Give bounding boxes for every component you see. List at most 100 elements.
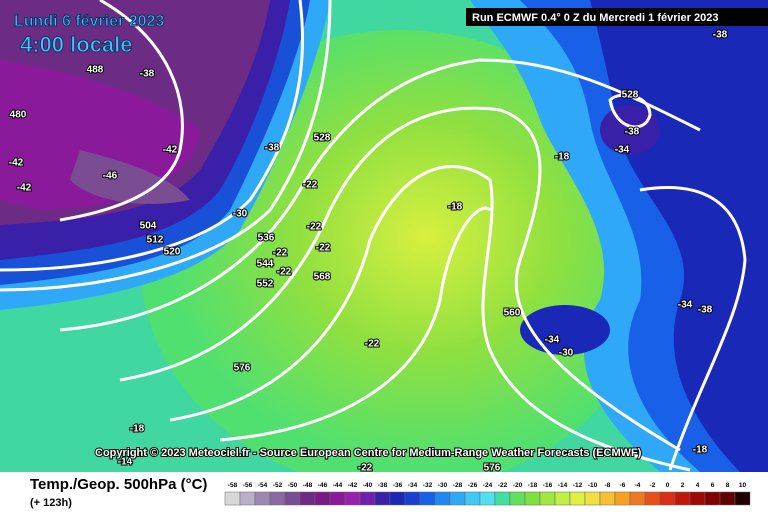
contour-label: -22 — [273, 248, 288, 259]
scale-swatch — [689, 491, 706, 506]
scale-label: -24 — [483, 482, 493, 489]
contour-label: -38 — [140, 69, 155, 80]
contour-label: -22 — [316, 243, 331, 254]
scale-swatch — [524, 491, 541, 506]
scale-swatch — [269, 491, 286, 506]
scale-label: 4 — [696, 482, 700, 489]
contour-label: -42 — [9, 158, 24, 169]
contour-label: -38 — [713, 30, 728, 41]
contour-label: -38 — [625, 127, 640, 138]
geopotential-contours — [0, 0, 747, 472]
contour-label: -18 — [555, 152, 570, 163]
scale-label: 8 — [726, 482, 730, 489]
scale-label: -38 — [378, 482, 388, 489]
scale-label: -52 — [273, 482, 283, 489]
scale-label: -44 — [333, 482, 343, 489]
contour-label: -34 — [545, 335, 560, 346]
scale-label: -22 — [498, 482, 508, 489]
scale-swatch — [299, 491, 316, 506]
scale-label: -6 — [620, 482, 626, 489]
scale-swatch — [569, 491, 586, 506]
contour-label: 488 — [87, 65, 104, 76]
contour-label: 480 — [10, 110, 27, 121]
scale-swatch — [314, 491, 331, 506]
scale-label: 0 — [666, 482, 670, 489]
contour-label: -38 — [698, 305, 713, 316]
legend-title: Temp./Geop. 500hPa (°C) — [30, 476, 207, 493]
scale-swatch — [539, 491, 556, 506]
scale-label: -50 — [288, 482, 298, 489]
scale-swatch — [434, 491, 451, 506]
scale-swatch — [614, 491, 631, 506]
scale-label: -56 — [243, 482, 253, 489]
scale-swatch — [374, 491, 391, 506]
scale-swatch — [509, 491, 526, 506]
scale-label: -42 — [348, 482, 358, 489]
contour-label: 576 — [234, 363, 251, 374]
copyright: Copyright © 2023 Meteociel.fr - Source E… — [95, 447, 642, 459]
contour-label: 520 — [164, 247, 181, 258]
contour-label: 504 — [140, 221, 157, 232]
scale-label: -18 — [528, 482, 538, 489]
scale-label: -34 — [408, 482, 418, 489]
scale-label: -58 — [228, 482, 238, 489]
scale-swatch — [599, 491, 616, 506]
scale-label: -20 — [513, 482, 523, 489]
scale-label: 10 — [739, 482, 747, 489]
map-background — [0, 0, 768, 490]
contour-label: -22 — [303, 180, 318, 191]
scale-swatch — [659, 491, 676, 506]
scale-swatch — [239, 491, 256, 506]
contour-label: 536 — [258, 233, 275, 244]
forecast-date: Lundi 6 février 2023 — [14, 13, 164, 30]
contour-label: -30 — [233, 209, 248, 220]
contour-label: -22 — [277, 267, 292, 278]
scale-label: -8 — [605, 482, 611, 489]
contour-label: -22 — [365, 339, 380, 350]
scale-swatch — [704, 491, 721, 506]
scale-label: -40 — [363, 482, 373, 489]
scale-swatch — [404, 491, 421, 506]
scale-swatch — [734, 491, 751, 506]
scale-swatch — [419, 491, 436, 506]
scale-label: 6 — [711, 482, 715, 489]
forecast-time: 4:00 locale — [20, 32, 133, 57]
scale-label: -54 — [258, 482, 268, 489]
scale-label: -48 — [303, 482, 313, 489]
contour-label: -42 — [163, 145, 178, 156]
scale-swatch — [584, 491, 601, 506]
contour-label: 576 — [484, 463, 501, 474]
scale-label: -30 — [438, 482, 448, 489]
scale-label: -26 — [468, 482, 478, 489]
scale-swatch — [629, 491, 646, 506]
scale-label: -14 — [558, 482, 568, 489]
contour-label: 528 — [622, 90, 639, 101]
scale-label: -4 — [635, 482, 641, 489]
scale-label: -10 — [588, 482, 598, 489]
scale-swatch — [329, 491, 346, 506]
contour-label: -18 — [693, 445, 708, 456]
scale-label: -46 — [318, 482, 328, 489]
scale-swatch — [479, 491, 496, 506]
scale-swatch — [494, 491, 511, 506]
contour-label: -14 — [118, 457, 133, 468]
scale-label: -32 — [423, 482, 433, 489]
run-box — [466, 8, 768, 26]
contour-label: 544 — [257, 259, 274, 270]
scale-swatch — [389, 491, 406, 506]
scale-label: -2 — [650, 482, 656, 489]
scale-swatch — [464, 491, 481, 506]
scale-label: 2 — [681, 482, 685, 489]
contour-labels: -38 528 -38 -34 488 -38 480 -42 -42 -46 -42 -38 528 -… — [8, 29, 729, 475]
contour-label: -30 — [559, 348, 574, 359]
forecast-lead: (+ 123h) — [30, 497, 72, 509]
contour-label: -22 — [307, 222, 322, 233]
contour-label: -18 — [448, 202, 463, 213]
scale-swatch — [719, 491, 736, 506]
scale-swatch — [344, 491, 361, 506]
contour-label: -38 — [265, 143, 280, 154]
scale-swatch — [224, 491, 241, 506]
contour-label: -42 — [17, 183, 32, 194]
scale-label: -36 — [393, 482, 403, 489]
